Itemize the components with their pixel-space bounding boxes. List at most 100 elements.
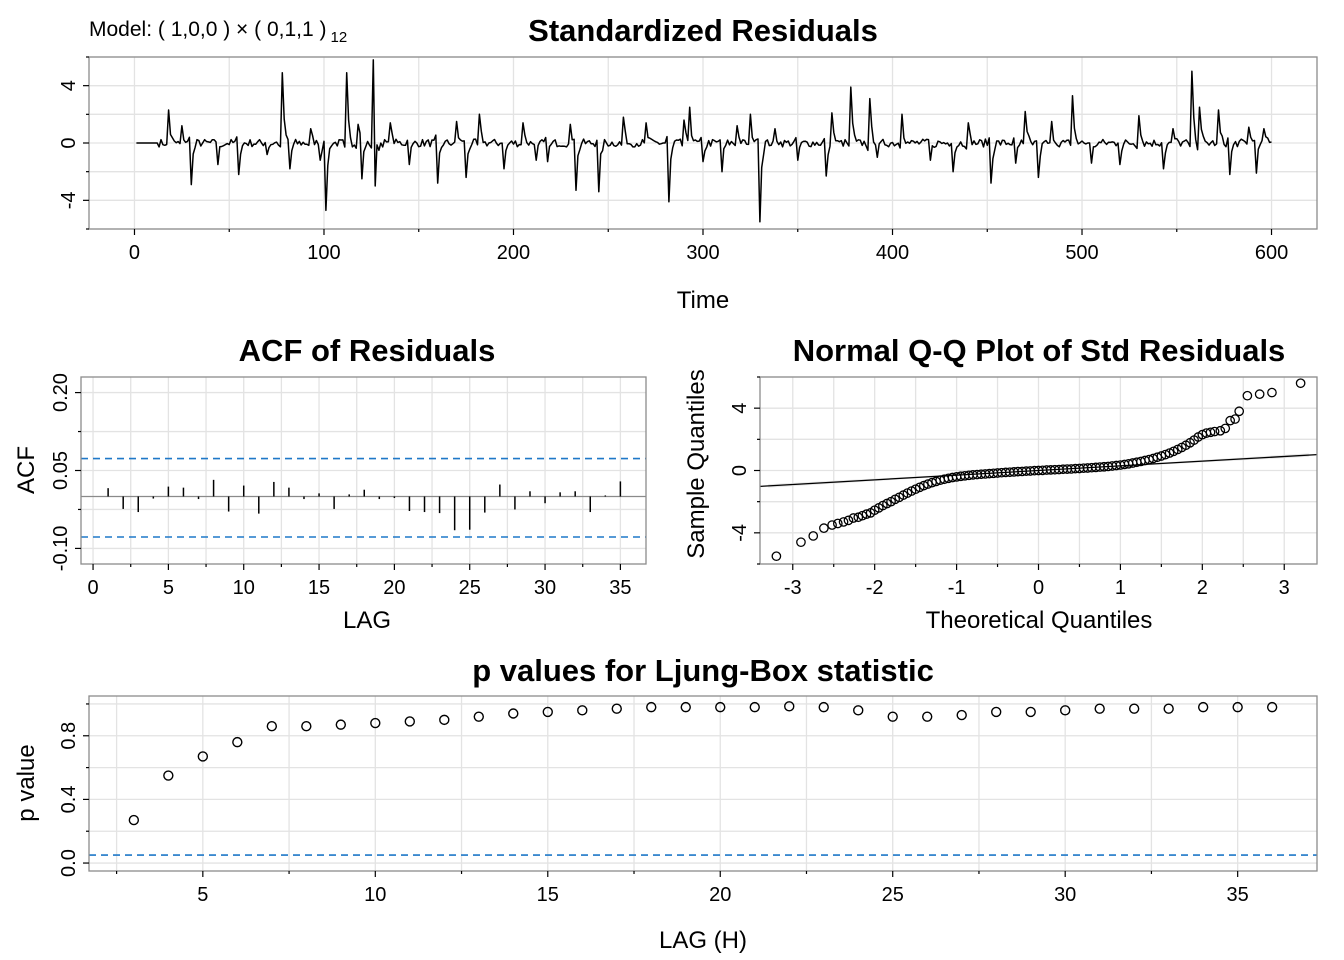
x-tick-label: 2 bbox=[1197, 577, 1208, 599]
qq-point bbox=[1205, 427, 1216, 438]
y-tick-label: 0.05 bbox=[50, 451, 72, 490]
x-tick-label: 30 bbox=[534, 577, 556, 599]
y-tick-label: 4 bbox=[729, 403, 751, 414]
ljungbox-point bbox=[784, 701, 795, 712]
qq-point bbox=[771, 551, 782, 562]
ljungbox-point bbox=[335, 719, 347, 730]
ljungbox-point bbox=[1163, 703, 1174, 714]
ljungbox-point bbox=[956, 709, 967, 721]
ljungbox-point bbox=[577, 705, 588, 716]
qq-point bbox=[848, 513, 859, 523]
acf-title: ACF of Residuals bbox=[239, 333, 496, 368]
ljungbox-point bbox=[818, 701, 829, 713]
x-tick-label: 15 bbox=[537, 884, 559, 906]
qq-point bbox=[861, 509, 872, 519]
y-tick-label: -4 bbox=[58, 191, 80, 209]
qq-y-axis-label: Sample Quantiles bbox=[683, 369, 710, 558]
acf-ticks: 0 5 10 15 20 25 30 35 -0.10 0.05 0.20 bbox=[50, 373, 632, 599]
qq-point bbox=[857, 510, 868, 521]
residuals-x-axis-label: Time bbox=[677, 287, 729, 314]
x-tick-label: 0 bbox=[87, 577, 98, 599]
qq-point bbox=[1234, 406, 1245, 417]
x-tick-label: 25 bbox=[882, 884, 904, 906]
ljungbox-plot-frame bbox=[88, 695, 1318, 872]
x-tick-label: 5 bbox=[197, 884, 208, 906]
ljungbox-point bbox=[1128, 703, 1140, 714]
qq-point bbox=[843, 515, 854, 526]
ljungbox-point bbox=[1232, 701, 1243, 713]
qq-point bbox=[1242, 390, 1253, 401]
x-tick-label: 30 bbox=[1054, 884, 1076, 906]
qq-point bbox=[832, 518, 843, 529]
model-label: Model: ( 1,0,0 ) × ( 0,1,1 ) 12 bbox=[89, 18, 347, 46]
acf-marks bbox=[81, 457, 646, 538]
ljungbox-point bbox=[646, 701, 657, 713]
residuals-panel: Standardized Residuals 0 100 200 300 400 500 6… bbox=[58, 13, 1318, 314]
qq-point bbox=[819, 523, 829, 534]
ljungbox-point bbox=[542, 706, 553, 718]
x-tick-label: 600 bbox=[1255, 242, 1288, 264]
ljungbox-point bbox=[922, 711, 933, 722]
qq-point bbox=[796, 537, 806, 548]
ljungbox-point bbox=[1025, 706, 1036, 718]
x-tick-label: -1 bbox=[948, 577, 966, 599]
ljungbox-marks bbox=[89, 701, 1317, 856]
residuals-ticks: 0 100 200 300 400 500 600 -4 0 4 bbox=[58, 56, 1288, 264]
x-tick-label: 500 bbox=[1065, 242, 1098, 264]
acf-panel: ACF of Residuals 0 5 10 15 20 25 30 35 -0.10 0.05… bbox=[13, 333, 647, 634]
y-tick-label: -4 bbox=[729, 524, 751, 542]
qq-point bbox=[1230, 414, 1240, 424]
y-tick-label: -0.10 bbox=[50, 526, 72, 572]
ljungbox-point bbox=[680, 701, 691, 713]
x-tick-label: 200 bbox=[497, 242, 530, 264]
ljungbox-panel: p values for Ljung-Box statistic 5 10 15 20… bbox=[13, 653, 1318, 954]
residuals-grid bbox=[89, 56, 1317, 230]
ljungbox-point bbox=[1266, 701, 1278, 713]
qq-panel: Normal Q-Q Plot of Std Residuals -3 -2 -1 0… bbox=[683, 333, 1318, 634]
qq-x-axis-label: Theoretical Quantiles bbox=[926, 607, 1153, 634]
ljungbox-point bbox=[473, 711, 484, 722]
x-tick-label: 3 bbox=[1279, 577, 1290, 599]
x-tick-label: 25 bbox=[459, 577, 481, 599]
ljungbox-title: p values for Ljung-Box statistic bbox=[472, 653, 934, 688]
ljungbox-point bbox=[1197, 701, 1209, 713]
x-tick-label: 100 bbox=[307, 242, 340, 264]
residuals-series-line bbox=[136, 59, 1272, 223]
x-tick-label: 15 bbox=[308, 577, 330, 599]
ljungbox-point bbox=[301, 721, 312, 732]
ljungbox-point bbox=[404, 716, 415, 727]
ljungbox-point bbox=[611, 703, 622, 714]
y-tick-label: 0.20 bbox=[50, 373, 72, 412]
x-tick-label: 20 bbox=[709, 884, 731, 906]
ljungbox-point bbox=[991, 706, 1002, 718]
qq-title: Normal Q-Q Plot of Std Residuals bbox=[793, 333, 1286, 368]
model-period-subscript: 12 bbox=[331, 29, 348, 46]
ljungbox-point bbox=[232, 736, 243, 748]
qq-points bbox=[771, 378, 1306, 562]
x-tick-label: 35 bbox=[1227, 884, 1249, 906]
qq-point bbox=[853, 512, 864, 523]
acf-y-axis-label: ACF bbox=[13, 446, 40, 494]
ljungbox-x-axis-label: LAG (H) bbox=[659, 927, 747, 954]
ljungbox-grid bbox=[89, 696, 1317, 871]
x-tick-label: 0 bbox=[1033, 577, 1044, 599]
qq-point bbox=[1215, 425, 1226, 436]
x-tick-label: 20 bbox=[383, 577, 405, 599]
y-tick-label: 0.8 bbox=[58, 722, 80, 750]
ljungbox-point bbox=[1059, 705, 1071, 716]
ljungbox-point bbox=[439, 714, 450, 726]
y-tick-label: 0 bbox=[58, 137, 80, 148]
qq-point bbox=[1254, 389, 1265, 399]
y-tick-label: 0.4 bbox=[58, 786, 80, 814]
qq-point bbox=[1160, 449, 1171, 460]
ljungbox-point bbox=[508, 708, 519, 719]
x-tick-label: 35 bbox=[609, 577, 631, 599]
x-tick-label: 1 bbox=[1115, 577, 1126, 599]
model-label-text: Model: ( 1,0,0 ) × ( 0,1,1 ) bbox=[89, 18, 327, 41]
qq-point bbox=[1209, 426, 1220, 437]
qq-point bbox=[1225, 415, 1236, 426]
qq-point bbox=[808, 531, 819, 541]
x-tick-label: 10 bbox=[364, 884, 386, 906]
ljungbox-point bbox=[128, 814, 140, 826]
